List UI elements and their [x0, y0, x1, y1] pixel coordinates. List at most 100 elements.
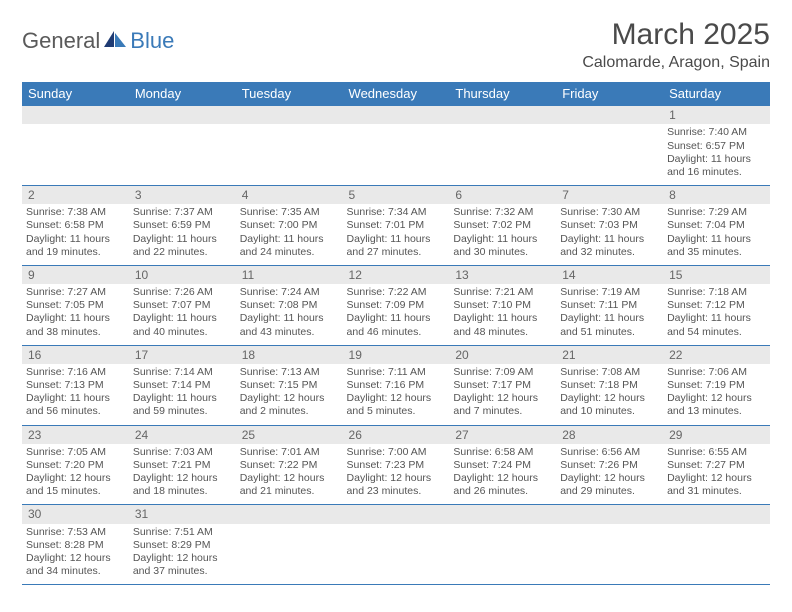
logo: General Blue	[22, 18, 174, 54]
day2-text: and 54 minutes.	[667, 326, 766, 339]
day-number-cell: 8	[663, 185, 770, 204]
header: General Blue March 2025 Calomarde, Arago…	[22, 18, 770, 76]
sunset-text: Sunset: 7:16 PM	[347, 379, 446, 392]
week-row: Sunrise: 7:40 AMSunset: 6:57 PMDaylight:…	[22, 124, 770, 185]
weekday-saturday: Saturday	[663, 82, 770, 106]
day-cell	[22, 124, 129, 185]
day-number-cell: 2	[22, 185, 129, 204]
day1-text: Daylight: 11 hours	[560, 233, 659, 246]
day1-text: Daylight: 11 hours	[560, 312, 659, 325]
day-cell: Sunrise: 7:06 AMSunset: 7:19 PMDaylight:…	[663, 364, 770, 425]
day-cell: Sunrise: 7:00 AMSunset: 7:23 PMDaylight:…	[343, 444, 450, 505]
sail-icon	[102, 29, 128, 54]
sunset-text: Sunset: 7:26 PM	[560, 459, 659, 472]
sunset-text: Sunset: 7:14 PM	[133, 379, 232, 392]
day1-text: Daylight: 11 hours	[347, 312, 446, 325]
day-number-cell	[449, 505, 556, 524]
day1-text: Daylight: 12 hours	[133, 472, 232, 485]
sunset-text: Sunset: 7:00 PM	[240, 219, 339, 232]
day-number-cell: 21	[556, 345, 663, 364]
sunrise-text: Sunrise: 7:32 AM	[453, 206, 552, 219]
day-cell: Sunrise: 7:38 AMSunset: 6:58 PMDaylight:…	[22, 204, 129, 265]
sunrise-text: Sunrise: 7:34 AM	[347, 206, 446, 219]
day-number-cell: 28	[556, 425, 663, 444]
daynum-row: 9101112131415	[22, 265, 770, 284]
day-number-cell: 12	[343, 265, 450, 284]
day-cell: Sunrise: 7:11 AMSunset: 7:16 PMDaylight:…	[343, 364, 450, 425]
sunrise-text: Sunrise: 6:56 AM	[560, 446, 659, 459]
day-number-cell: 9	[22, 265, 129, 284]
sunset-text: Sunset: 8:29 PM	[133, 539, 232, 552]
day-number-cell: 20	[449, 345, 556, 364]
day-cell: Sunrise: 7:18 AMSunset: 7:12 PMDaylight:…	[663, 284, 770, 345]
sunrise-text: Sunrise: 7:09 AM	[453, 366, 552, 379]
sunrise-text: Sunrise: 7:51 AM	[133, 526, 232, 539]
day-number-cell	[663, 505, 770, 524]
day-cell: Sunrise: 7:51 AMSunset: 8:29 PMDaylight:…	[129, 524, 236, 585]
day1-text: Daylight: 11 hours	[453, 233, 552, 246]
day-cell: Sunrise: 7:14 AMSunset: 7:14 PMDaylight:…	[129, 364, 236, 425]
sunset-text: Sunset: 7:13 PM	[26, 379, 125, 392]
week-row: Sunrise: 7:27 AMSunset: 7:05 PMDaylight:…	[22, 284, 770, 345]
sunrise-text: Sunrise: 7:08 AM	[560, 366, 659, 379]
day-number-cell: 31	[129, 505, 236, 524]
sunset-text: Sunset: 7:01 PM	[347, 219, 446, 232]
week-row: Sunrise: 7:38 AMSunset: 6:58 PMDaylight:…	[22, 204, 770, 265]
day1-text: Daylight: 11 hours	[667, 312, 766, 325]
day-cell	[556, 124, 663, 185]
day2-text: and 26 minutes.	[453, 485, 552, 498]
sunset-text: Sunset: 7:23 PM	[347, 459, 446, 472]
sunset-text: Sunset: 7:22 PM	[240, 459, 339, 472]
day1-text: Daylight: 11 hours	[347, 233, 446, 246]
day2-text: and 51 minutes.	[560, 326, 659, 339]
day1-text: Daylight: 11 hours	[26, 392, 125, 405]
day-number-cell: 23	[22, 425, 129, 444]
sunrise-text: Sunrise: 7:38 AM	[26, 206, 125, 219]
day-cell: Sunrise: 7:26 AMSunset: 7:07 PMDaylight:…	[129, 284, 236, 345]
weekday-friday: Friday	[556, 82, 663, 106]
weekday-header-row: Sunday Monday Tuesday Wednesday Thursday…	[22, 82, 770, 106]
day2-text: and 18 minutes.	[133, 485, 232, 498]
day2-text: and 5 minutes.	[347, 405, 446, 418]
day-cell: Sunrise: 6:55 AMSunset: 7:27 PMDaylight:…	[663, 444, 770, 505]
sunset-text: Sunset: 7:24 PM	[453, 459, 552, 472]
day2-text: and 23 minutes.	[347, 485, 446, 498]
day-number-cell	[449, 106, 556, 125]
sunset-text: Sunset: 7:19 PM	[667, 379, 766, 392]
sunset-text: Sunset: 7:21 PM	[133, 459, 232, 472]
sunrise-text: Sunrise: 7:26 AM	[133, 286, 232, 299]
day-cell: Sunrise: 7:27 AMSunset: 7:05 PMDaylight:…	[22, 284, 129, 345]
day-number-cell: 6	[449, 185, 556, 204]
day2-text: and 21 minutes.	[240, 485, 339, 498]
day-number-cell: 7	[556, 185, 663, 204]
sunset-text: Sunset: 7:15 PM	[240, 379, 339, 392]
day2-text: and 16 minutes.	[667, 166, 766, 179]
daynum-row: 23242526272829	[22, 425, 770, 444]
sunrise-text: Sunrise: 7:37 AM	[133, 206, 232, 219]
day2-text: and 31 minutes.	[667, 485, 766, 498]
day-number-cell: 5	[343, 185, 450, 204]
day-cell	[236, 124, 343, 185]
weekday-thursday: Thursday	[449, 82, 556, 106]
day2-text: and 46 minutes.	[347, 326, 446, 339]
sunrise-text: Sunrise: 7:21 AM	[453, 286, 552, 299]
title-block: March 2025 Calomarde, Aragon, Spain	[582, 18, 770, 76]
day2-text: and 2 minutes.	[240, 405, 339, 418]
day2-text: and 22 minutes.	[133, 246, 232, 259]
day1-text: Daylight: 11 hours	[453, 312, 552, 325]
day-cell: Sunrise: 6:58 AMSunset: 7:24 PMDaylight:…	[449, 444, 556, 505]
day2-text: and 48 minutes.	[453, 326, 552, 339]
day2-text: and 59 minutes.	[133, 405, 232, 418]
daynum-row: 3031	[22, 505, 770, 524]
day-number-cell: 15	[663, 265, 770, 284]
day2-text: and 40 minutes.	[133, 326, 232, 339]
day2-text: and 38 minutes.	[26, 326, 125, 339]
sunset-text: Sunset: 7:08 PM	[240, 299, 339, 312]
week-row: Sunrise: 7:16 AMSunset: 7:13 PMDaylight:…	[22, 364, 770, 425]
day-cell	[129, 124, 236, 185]
day-cell: Sunrise: 7:24 AMSunset: 7:08 PMDaylight:…	[236, 284, 343, 345]
sunrise-text: Sunrise: 7:27 AM	[26, 286, 125, 299]
sunrise-text: Sunrise: 7:19 AM	[560, 286, 659, 299]
sunrise-text: Sunrise: 7:18 AM	[667, 286, 766, 299]
sunrise-text: Sunrise: 7:35 AM	[240, 206, 339, 219]
